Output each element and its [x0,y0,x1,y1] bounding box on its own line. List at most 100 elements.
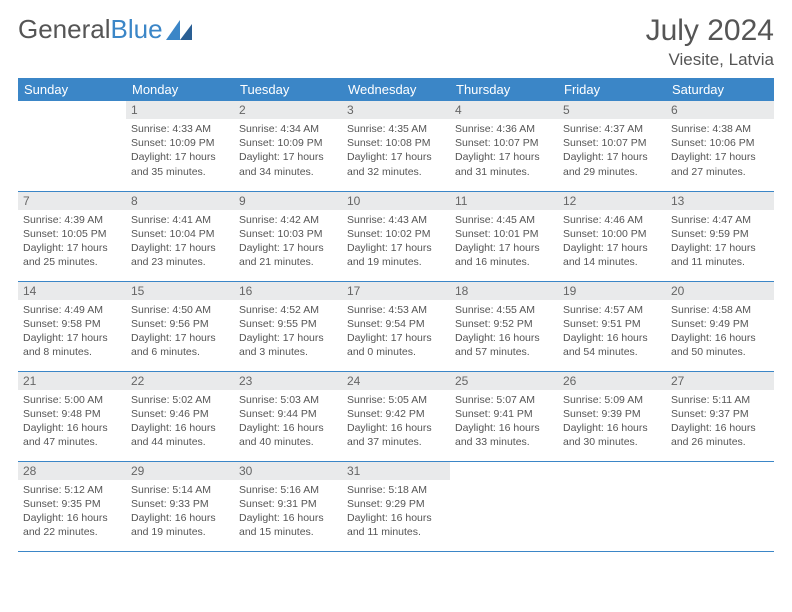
day-details: Sunrise: 4:49 AMSunset: 9:58 PMDaylight:… [18,300,126,364]
day-details: Sunrise: 5:12 AMSunset: 9:35 PMDaylight:… [18,480,126,544]
day-details: Sunrise: 4:37 AMSunset: 10:07 PMDaylight… [558,119,666,183]
day-number: 24 [342,372,450,390]
sunset-text: Sunset: 10:08 PM [347,136,445,150]
day-number: 1 [126,101,234,119]
daylight-text: Daylight: 17 hours and 27 minutes. [671,150,769,178]
daylight-text: Daylight: 17 hours and 6 minutes. [131,331,229,359]
calendar-week-row: 1Sunrise: 4:33 AMSunset: 10:09 PMDayligh… [18,101,774,191]
sunrise-text: Sunrise: 4:37 AM [563,122,661,136]
sunset-text: Sunset: 10:07 PM [455,136,553,150]
day-details: Sunrise: 5:05 AMSunset: 9:42 PMDaylight:… [342,390,450,454]
day-details: Sunrise: 4:35 AMSunset: 10:08 PMDaylight… [342,119,450,183]
calendar-day-cell: 24Sunrise: 5:05 AMSunset: 9:42 PMDayligh… [342,371,450,461]
sunrise-text: Sunrise: 5:05 AM [347,393,445,407]
daylight-text: Daylight: 16 hours and 47 minutes. [23,421,121,449]
weekday-header: Saturday [666,78,774,101]
day-number: 30 [234,462,342,480]
weekday-header-row: Sunday Monday Tuesday Wednesday Thursday… [18,78,774,101]
daylight-text: Daylight: 17 hours and 3 minutes. [239,331,337,359]
sunrise-text: Sunrise: 5:12 AM [23,483,121,497]
day-number: 7 [18,192,126,210]
sunset-text: Sunset: 10:04 PM [131,227,229,241]
calendar-day-cell: 17Sunrise: 4:53 AMSunset: 9:54 PMDayligh… [342,281,450,371]
day-number: 27 [666,372,774,390]
sunrise-text: Sunrise: 4:34 AM [239,122,337,136]
daylight-text: Daylight: 17 hours and 31 minutes. [455,150,553,178]
sunrise-text: Sunrise: 4:43 AM [347,213,445,227]
day-number: 17 [342,282,450,300]
day-number: 20 [666,282,774,300]
sunset-text: Sunset: 10:09 PM [239,136,337,150]
calendar-day-cell [18,101,126,191]
sunrise-text: Sunrise: 4:35 AM [347,122,445,136]
daylight-text: Daylight: 17 hours and 16 minutes. [455,241,553,269]
sunset-text: Sunset: 9:37 PM [671,407,769,421]
sunset-text: Sunset: 10:03 PM [239,227,337,241]
calendar-day-cell [558,461,666,551]
day-number: 4 [450,101,558,119]
weekday-header: Sunday [18,78,126,101]
sunset-text: Sunset: 9:31 PM [239,497,337,511]
day-details: Sunrise: 4:33 AMSunset: 10:09 PMDaylight… [126,119,234,183]
day-details: Sunrise: 4:58 AMSunset: 9:49 PMDaylight:… [666,300,774,364]
day-number: 15 [126,282,234,300]
sunrise-text: Sunrise: 5:14 AM [131,483,229,497]
month-title: July 2024 [646,14,774,48]
sunset-text: Sunset: 9:33 PM [131,497,229,511]
calendar-day-cell: 1Sunrise: 4:33 AMSunset: 10:09 PMDayligh… [126,101,234,191]
calendar-day-cell: 21Sunrise: 5:00 AMSunset: 9:48 PMDayligh… [18,371,126,461]
sunset-text: Sunset: 9:55 PM [239,317,337,331]
calendar-day-cell: 2Sunrise: 4:34 AMSunset: 10:09 PMDayligh… [234,101,342,191]
sunset-text: Sunset: 10:00 PM [563,227,661,241]
weekday-header: Wednesday [342,78,450,101]
day-details: Sunrise: 5:09 AMSunset: 9:39 PMDaylight:… [558,390,666,454]
daylight-text: Daylight: 16 hours and 22 minutes. [23,511,121,539]
calendar-day-cell: 8Sunrise: 4:41 AMSunset: 10:04 PMDayligh… [126,191,234,281]
sunset-text: Sunset: 10:06 PM [671,136,769,150]
sunrise-text: Sunrise: 4:42 AM [239,213,337,227]
day-details: Sunrise: 4:41 AMSunset: 10:04 PMDaylight… [126,210,234,274]
day-number: 9 [234,192,342,210]
day-details: Sunrise: 4:34 AMSunset: 10:09 PMDaylight… [234,119,342,183]
sunrise-text: Sunrise: 4:50 AM [131,303,229,317]
weekday-header: Monday [126,78,234,101]
sunset-text: Sunset: 9:51 PM [563,317,661,331]
sunset-text: Sunset: 9:54 PM [347,317,445,331]
calendar-day-cell: 27Sunrise: 5:11 AMSunset: 9:37 PMDayligh… [666,371,774,461]
calendar-day-cell: 13Sunrise: 4:47 AMSunset: 9:59 PMDayligh… [666,191,774,281]
daylight-text: Daylight: 17 hours and 32 minutes. [347,150,445,178]
sunrise-text: Sunrise: 5:16 AM [239,483,337,497]
sunset-text: Sunset: 10:02 PM [347,227,445,241]
sunrise-text: Sunrise: 4:49 AM [23,303,121,317]
day-number: 13 [666,192,774,210]
calendar-week-row: 28Sunrise: 5:12 AMSunset: 9:35 PMDayligh… [18,461,774,551]
sunrise-text: Sunrise: 5:18 AM [347,483,445,497]
calendar-week-row: 7Sunrise: 4:39 AMSunset: 10:05 PMDayligh… [18,191,774,281]
day-details: Sunrise: 4:52 AMSunset: 9:55 PMDaylight:… [234,300,342,364]
sunrise-text: Sunrise: 5:02 AM [131,393,229,407]
daylight-text: Daylight: 16 hours and 15 minutes. [239,511,337,539]
sunrise-text: Sunrise: 4:33 AM [131,122,229,136]
logo-icon [166,20,192,40]
day-details: Sunrise: 4:50 AMSunset: 9:56 PMDaylight:… [126,300,234,364]
day-details: Sunrise: 4:47 AMSunset: 9:59 PMDaylight:… [666,210,774,274]
sunset-text: Sunset: 10:05 PM [23,227,121,241]
calendar-day-cell [450,461,558,551]
day-number: 22 [126,372,234,390]
sunrise-text: Sunrise: 4:53 AM [347,303,445,317]
sunset-text: Sunset: 10:01 PM [455,227,553,241]
sunset-text: Sunset: 10:07 PM [563,136,661,150]
sunset-text: Sunset: 9:48 PM [23,407,121,421]
day-details: Sunrise: 5:11 AMSunset: 9:37 PMDaylight:… [666,390,774,454]
day-details: Sunrise: 4:36 AMSunset: 10:07 PMDaylight… [450,119,558,183]
day-number: 2 [234,101,342,119]
day-number: 26 [558,372,666,390]
daylight-text: Daylight: 16 hours and 11 minutes. [347,511,445,539]
calendar-day-cell: 25Sunrise: 5:07 AMSunset: 9:41 PMDayligh… [450,371,558,461]
day-number: 31 [342,462,450,480]
calendar-day-cell: 3Sunrise: 4:35 AMSunset: 10:08 PMDayligh… [342,101,450,191]
sunrise-text: Sunrise: 5:11 AM [671,393,769,407]
daylight-text: Daylight: 16 hours and 30 minutes. [563,421,661,449]
daylight-text: Daylight: 16 hours and 40 minutes. [239,421,337,449]
header: GeneralBlue July 2024 Viesite, Latvia [18,14,774,70]
